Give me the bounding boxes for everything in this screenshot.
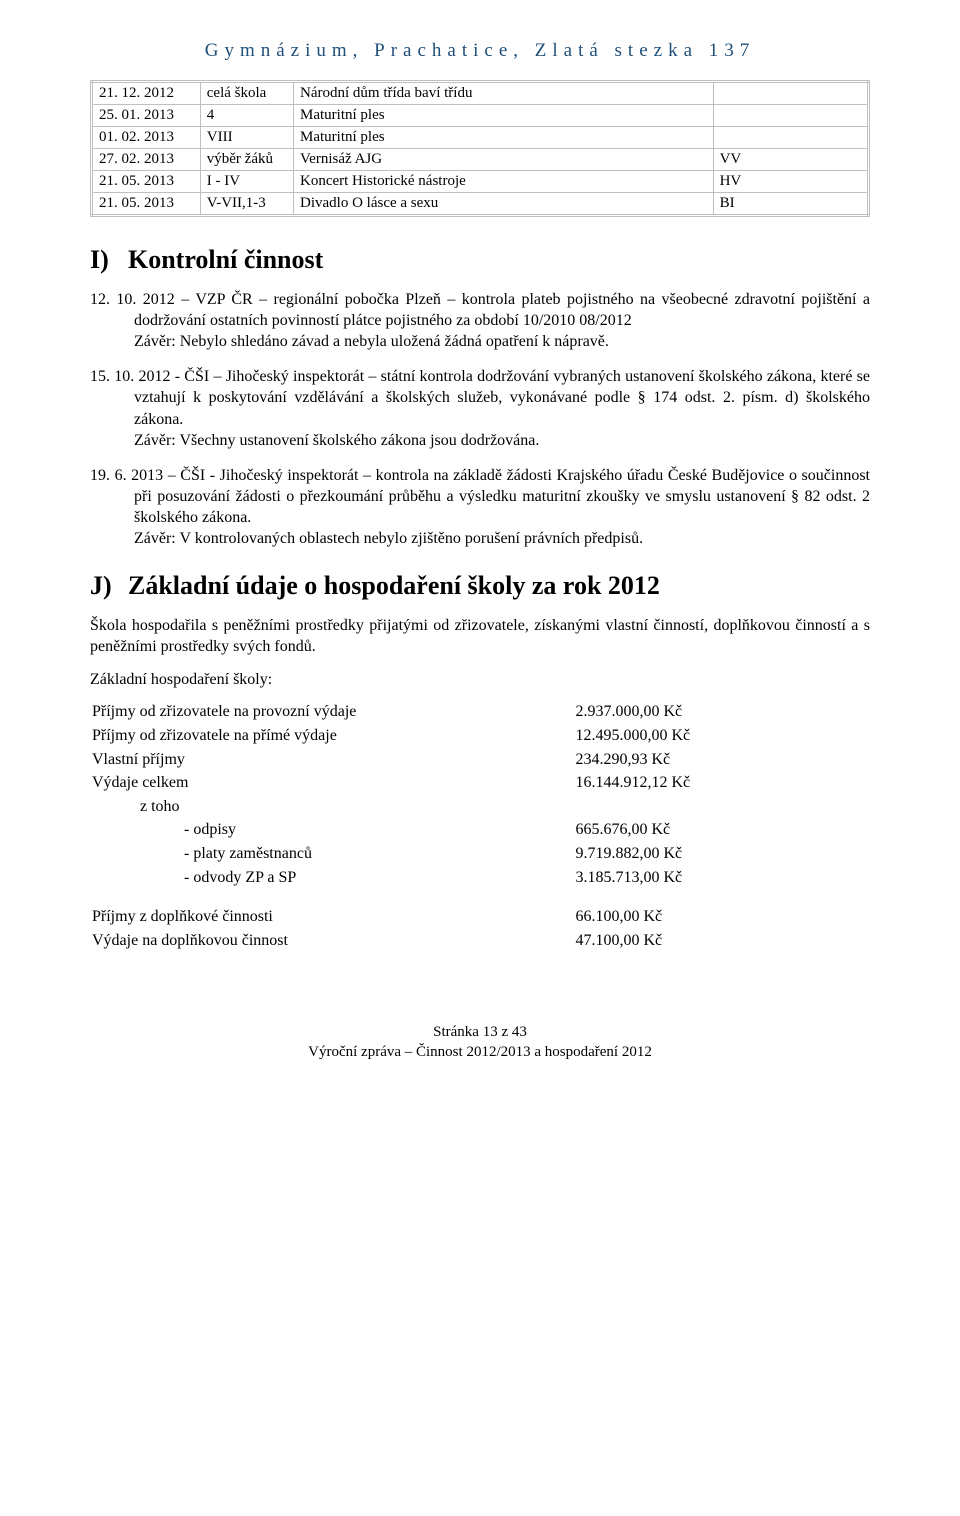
finance-table-1: Příjmy od zřizovatele na provozní výdaje… <box>90 699 870 890</box>
table-cell: výběr žáků <box>200 149 293 171</box>
section-i-item-2-text: 15. 10. 2012 - ČŠI – Jihočeský inspektor… <box>90 368 870 427</box>
table-cell: Maturitní ples <box>294 127 714 149</box>
table-row: z toho <box>92 796 868 818</box>
schedule-table: 21. 12. 2012celá školaNárodní dům třída … <box>90 80 870 217</box>
section-i-item-2: 15. 10. 2012 - ČŠI – Jihočeský inspektor… <box>90 366 870 450</box>
table-cell: 01. 02. 2013 <box>92 127 201 149</box>
table-row: - odvody ZP a SP3.185.713,00 Kč <box>92 867 868 889</box>
section-j-subhead: Základní hospodaření školy: <box>90 671 870 689</box>
finance-value: 16.144.912,12 Kč <box>527 772 868 794</box>
finance-value: 9.719.882,00 Kč <box>527 843 868 865</box>
finance-value: 3.185.713,00 Kč <box>527 867 868 889</box>
finance-value: 12.495.000,00 Kč <box>527 725 868 747</box>
page-header: Gymnázium, Prachatice, Zlatá stezka 137 <box>90 40 870 62</box>
table-cell: Národní dům třída baví třídu <box>294 82 714 105</box>
table-row: Vlastní příjmy234.290,93 Kč <box>92 749 868 771</box>
finance-label: Výdaje celkem <box>92 772 525 794</box>
finance-label: - odpisy <box>92 819 525 841</box>
finance-value <box>527 796 868 818</box>
finance-label: - platy zaměstnanců <box>92 843 525 865</box>
footer-title: Výroční zpráva – Činnost 2012/2013 a hos… <box>90 1043 870 1063</box>
table-row: 21. 12. 2012celá školaNárodní dům třída … <box>92 82 869 105</box>
table-cell: 21. 05. 2013 <box>92 193 201 216</box>
section-j-intro: Škola hospodařila s peněžními prostředky… <box>90 615 870 657</box>
table-cell: Koncert Historické nástroje <box>294 171 714 193</box>
table-row: Příjmy od zřizovatele na provozní výdaje… <box>92 701 868 723</box>
table-cell: V-VII,1-3 <box>200 193 293 216</box>
footer-page-number: Stránka 13 z 43 <box>90 1023 870 1043</box>
finance-label: Příjmy od zřizovatele na provozní výdaje <box>92 701 525 723</box>
table-row: 01. 02. 2013VIIIMaturitní ples <box>92 127 869 149</box>
section-i-heading: I)Kontrolní činnost <box>90 245 870 275</box>
finance-label: Příjmy od zřizovatele na přímé výdaje <box>92 725 525 747</box>
table-cell: I - IV <box>200 171 293 193</box>
table-row: - odpisy665.676,00 Kč <box>92 819 868 841</box>
table-row: - platy zaměstnanců9.719.882,00 Kč <box>92 843 868 865</box>
table-cell: 21. 12. 2012 <box>92 82 201 105</box>
section-i-item-3-conclusion: Závěr: V kontrolovaných oblastech nebylo… <box>134 530 643 547</box>
table-cell: celá škola <box>200 82 293 105</box>
table-row: Výdaje celkem16.144.912,12 Kč <box>92 772 868 794</box>
table-cell: BI <box>713 193 868 216</box>
finance-value: 665.676,00 Kč <box>527 819 868 841</box>
section-i-item-1-conclusion: Závěr: Nebylo shledáno závad a nebyla ul… <box>134 333 609 350</box>
finance-label: - odvody ZP a SP <box>92 867 525 889</box>
section-i-item-3-text: 19. 6. 2013 – ČŠI - Jihočeský inspektorá… <box>90 467 870 526</box>
table-cell: 21. 05. 2013 <box>92 171 201 193</box>
finance-label: Příjmy z doplňkové činnosti <box>92 906 525 928</box>
section-j-letter: J) <box>90 571 128 601</box>
finance-value: 47.100,00 Kč <box>527 930 868 952</box>
finance-label: z toho <box>92 796 525 818</box>
table-cell: 4 <box>200 105 293 127</box>
table-row: 25. 01. 20134Maturitní ples <box>92 105 869 127</box>
table-cell <box>713 82 868 105</box>
finance-label: Vlastní příjmy <box>92 749 525 771</box>
table-cell: HV <box>713 171 868 193</box>
finance-value: 2.937.000,00 Kč <box>527 701 868 723</box>
table-cell <box>713 127 868 149</box>
section-i-item-1-text: 12. 10. 2012 – VZP ČR – regionální poboč… <box>90 291 870 329</box>
table-cell: Divadlo O lásce a sexu <box>294 193 714 216</box>
section-i-item-1: 12. 10. 2012 – VZP ČR – regionální poboč… <box>90 289 870 352</box>
table-cell <box>713 105 868 127</box>
table-cell: VV <box>713 149 868 171</box>
section-j-heading: J)Základní údaje o hospodaření školy za … <box>90 571 870 601</box>
table-row: Výdaje na doplňkovou činnost47.100,00 Kč <box>92 930 868 952</box>
section-i-item-3: 19. 6. 2013 – ČŠI - Jihočeský inspektorá… <box>90 465 870 549</box>
table-cell: 27. 02. 2013 <box>92 149 201 171</box>
table-cell: VIII <box>200 127 293 149</box>
section-i-item-2-conclusion: Závěr: Všechny ustanovení školského záko… <box>134 432 539 449</box>
section-i-letter: I) <box>90 245 128 275</box>
table-cell: Maturitní ples <box>294 105 714 127</box>
page-footer: Stránka 13 z 43 Výroční zpráva – Činnost… <box>90 1023 870 1062</box>
table-cell: Vernisáž AJG <box>294 149 714 171</box>
section-j-title: Základní údaje o hospodaření školy za ro… <box>128 571 660 600</box>
table-row: Příjmy z doplňkové činnosti66.100,00 Kč <box>92 906 868 928</box>
finance-value: 66.100,00 Kč <box>527 906 868 928</box>
finance-value: 234.290,93 Kč <box>527 749 868 771</box>
table-row: 21. 05. 2013V-VII,1-3Divadlo O lásce a s… <box>92 193 869 216</box>
table-row: 27. 02. 2013výběr žákůVernisáž AJGVV <box>92 149 869 171</box>
finance-label: Výdaje na doplňkovou činnost <box>92 930 525 952</box>
table-row: Příjmy od zřizovatele na přímé výdaje12.… <box>92 725 868 747</box>
table-cell: 25. 01. 2013 <box>92 105 201 127</box>
table-row: 21. 05. 2013I - IVKoncert Historické nás… <box>92 171 869 193</box>
section-i-title: Kontrolní činnost <box>128 245 323 274</box>
finance-table-2: Příjmy z doplňkové činnosti66.100,00 KčV… <box>90 904 870 953</box>
